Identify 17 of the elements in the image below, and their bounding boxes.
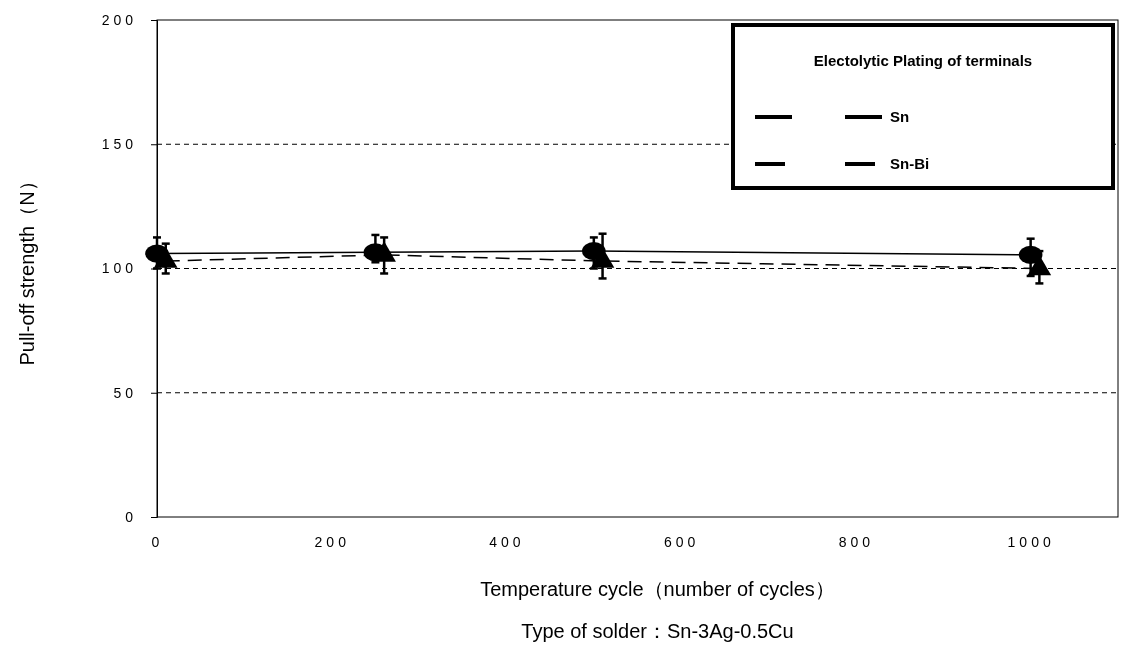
x-tick-label: 200 — [314, 533, 350, 550]
y-tick-label: 0 — [125, 508, 137, 525]
y-tick-label: 100 — [101, 260, 137, 277]
x-tick-label: 800 — [838, 533, 875, 550]
x-tick-label: 600 — [664, 533, 700, 550]
text: Type of solder：Sn-3Ag-0.5Cu — [521, 620, 794, 642]
y-tick-label: 50 — [113, 384, 137, 401]
x-tick-label: 400 — [489, 533, 525, 550]
y-tick-label: 200 — [101, 11, 137, 28]
y-axis-title: Pull-off strength（N） — [16, 171, 38, 366]
legend-title: Electolytic Plating of terminals — [813, 52, 1033, 69]
legend-label: Sn-Bi — [890, 155, 930, 172]
x-tick-label: 1000 — [1007, 533, 1055, 550]
x-tick-label: 0 — [151, 533, 164, 550]
y-tick-label: 150 — [101, 136, 137, 153]
x-axis-title: Temperature cycle（number of cycles） — [480, 578, 835, 600]
legend-label: Sn — [890, 108, 910, 125]
